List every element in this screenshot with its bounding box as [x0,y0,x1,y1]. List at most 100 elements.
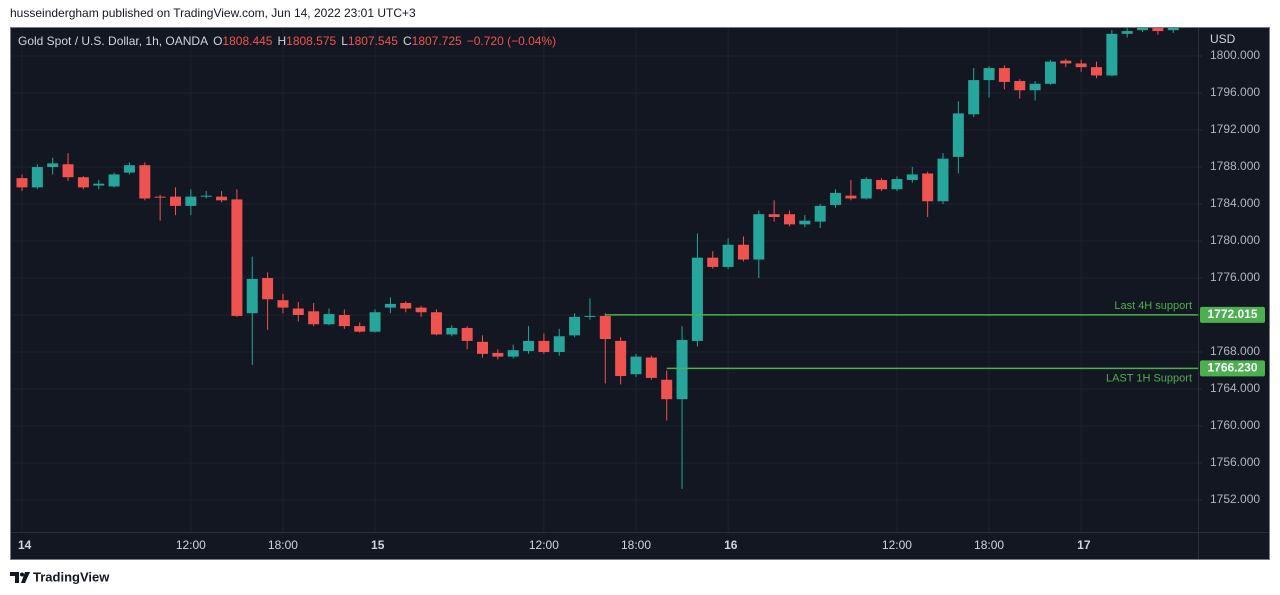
candle-body [830,192,842,205]
candle-body [185,196,197,206]
candle-body [615,340,627,377]
candle-body [246,278,258,314]
candle-body [645,357,657,378]
candle-body [922,173,934,202]
y-tick-label: 1780.000 [1210,233,1260,247]
candle-body [338,315,350,327]
y-tick-label: 1792.000 [1210,122,1260,136]
candle-body [1014,81,1026,91]
candle-body [16,178,28,188]
candle-body [461,327,473,341]
candle-body [123,165,135,173]
candle-body [216,196,228,201]
y-tick-label: 1756.000 [1210,455,1260,469]
plot-area [16,28,1198,489]
legend-high-label: H [277,34,286,48]
legend-change: −0.720 (−0.04%) [467,34,556,48]
candle-body [200,195,212,197]
legend-high: 1808.575 [286,34,336,48]
candle-body [446,327,458,335]
candle-body [891,179,903,190]
candle-body [354,326,366,332]
support-label: Last 4H support [1114,300,1192,312]
x-tick-label: 14 [18,538,32,552]
candle-body [170,196,181,206]
candle-body [553,336,565,353]
y-tick-label: 1788.000 [1210,159,1260,173]
candle-body [845,195,857,199]
x-tick-label: 12:00 [176,538,206,552]
x-tick-label: 18:00 [621,538,651,552]
chart-title: Gold Spot / U.S. Dollar, 1h, OANDA [18,34,208,48]
x-tick-label: 18:00 [268,538,298,552]
candle-body [983,68,995,81]
candle-body [1091,67,1102,76]
candle-body [277,300,289,308]
y-tick-label: 1776.000 [1210,270,1260,284]
candle-body [1106,33,1118,76]
legend-close-label: C [403,34,412,48]
candle-body [369,312,381,332]
x-tick-label: 16 [724,538,738,552]
candle-body [599,315,611,340]
candle-body [569,316,581,336]
axes: 1752.000 1756.000 1760.000 1764.000 1768.000… [18,48,1260,552]
x-tick-label: 17 [1077,538,1091,552]
y-tick-label: 1784.000 [1210,196,1260,210]
published-note: husseindergham published on TradingView.… [10,6,416,20]
candle-body [1167,28,1179,31]
candle-body [676,339,688,400]
legend-open-label: O [213,34,222,48]
candle-body [31,167,43,188]
price-tag [1200,306,1265,323]
candle-body [108,174,120,187]
candle-body [1060,60,1072,64]
brand-logo [10,572,30,583]
candle-body [308,311,320,325]
candle-body [93,183,105,186]
candle-body [430,312,442,335]
candle-body [415,307,427,313]
candle-body [47,163,59,168]
candle-body [722,244,734,267]
y-tick-label: 1764.000 [1210,381,1260,395]
candle-body [154,196,166,198]
candle-body [231,199,243,316]
candle-body [1075,63,1087,68]
candle-body [1029,83,1041,91]
candle-body [292,308,304,316]
x-tick-label: 12:00 [882,538,912,552]
price-tag-label: 1772.015 [1207,307,1257,321]
legend-open: 1808.445 [222,34,272,48]
candle-body [784,214,795,225]
candle-body [860,179,872,199]
candle-body [737,244,749,260]
x-tick-label: 18:00 [974,538,1004,552]
candle-body [906,174,918,180]
candle-body [753,214,765,260]
candle-body [707,257,719,267]
candle-body [814,205,826,222]
candle-body [937,158,949,202]
price-tag-label: 1766.230 [1207,361,1257,375]
candle-body [1152,28,1164,32]
y-tick-label: 1800.000 [1210,48,1260,62]
candle-body [952,113,964,157]
candle-body [998,68,1010,82]
candle-body [538,340,550,353]
x-tick-label: 12:00 [529,538,559,552]
currency-label: USD [1210,32,1236,46]
candle-body [139,165,151,199]
candle-body [768,214,780,217]
candle-body [492,352,504,357]
y-tick-label: 1760.000 [1210,418,1260,432]
candle-body [584,315,596,317]
candle-body [968,80,980,115]
brand-name: TradingView [33,569,110,584]
candle-body [507,350,519,357]
candle-body [477,341,488,354]
y-tick-label: 1796.000 [1210,85,1260,99]
candle-body [691,257,703,341]
